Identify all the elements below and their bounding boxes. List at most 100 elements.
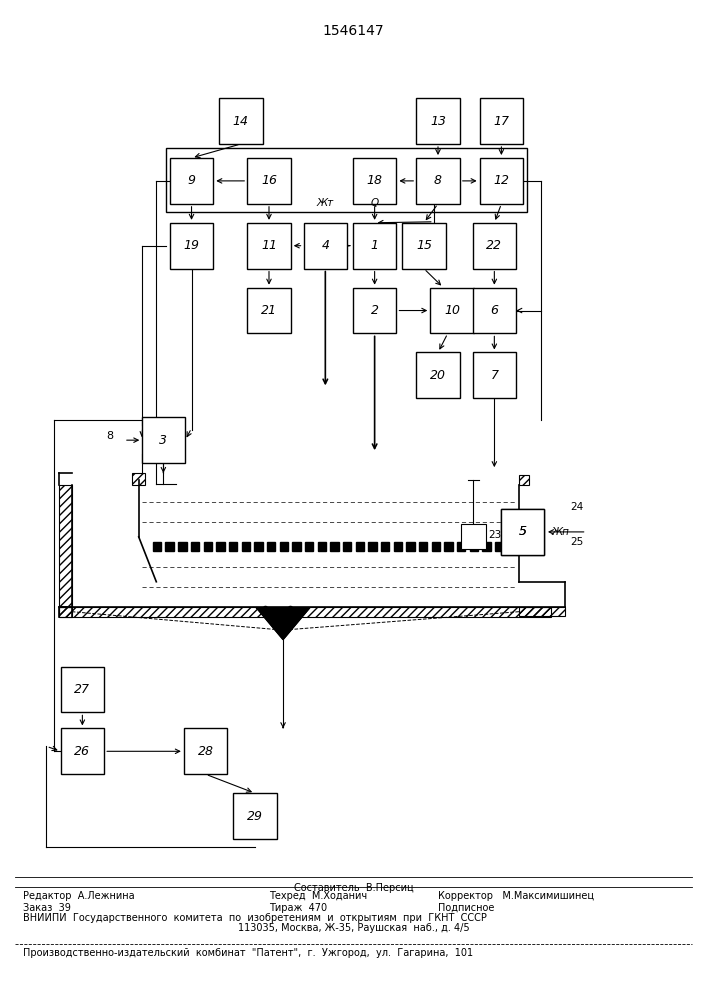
Text: 18: 18 (367, 174, 382, 187)
Bar (368, 542, 377, 551)
Text: Жп: Жп (551, 527, 569, 537)
Bar (416, 158, 460, 204)
Bar (170, 158, 214, 204)
Bar (132, 473, 145, 485)
Text: 1: 1 (370, 239, 379, 252)
Text: ВНИИПИ  Государственного  комитета  по  изобретениям  и  открытиям  при  ГКНТ  С: ВНИИПИ Государственного комитета по изоб… (23, 913, 486, 923)
Text: Тираж  470: Тираж 470 (269, 903, 327, 913)
Bar (229, 542, 238, 551)
Text: 24: 24 (571, 502, 584, 512)
Bar (170, 223, 214, 269)
Bar (303, 223, 347, 269)
Bar (279, 542, 288, 551)
Bar (472, 223, 516, 269)
Text: 20: 20 (430, 369, 446, 382)
Bar (61, 667, 104, 712)
Bar (469, 542, 478, 551)
Bar (394, 542, 402, 551)
Bar (519, 607, 565, 616)
Bar (61, 728, 104, 774)
Bar (431, 288, 474, 333)
Bar (432, 542, 440, 551)
Text: 9: 9 (187, 174, 196, 187)
Text: 10: 10 (444, 304, 460, 317)
Text: 12: 12 (493, 174, 509, 187)
Bar (416, 352, 460, 398)
Text: 29: 29 (247, 810, 263, 823)
Text: 13: 13 (430, 115, 446, 128)
Text: 1546147: 1546147 (322, 24, 385, 38)
Text: Производственно-издательский  комбинат  "Патент",  г.  Ужгород,  ул.  Гагарина, : Производственно-издательский комбинат "П… (23, 948, 473, 958)
Text: 2: 2 (370, 304, 379, 317)
Bar (247, 158, 291, 204)
Text: Редактор  А.Лежнина: Редактор А.Лежнина (23, 891, 134, 901)
Text: 26: 26 (74, 745, 90, 758)
Bar (219, 98, 263, 144)
Bar (216, 542, 225, 551)
Text: Жт: Жт (317, 198, 334, 208)
Bar (353, 223, 397, 269)
Text: Q: Q (370, 198, 379, 208)
Bar (479, 158, 523, 204)
Bar (153, 542, 161, 551)
Text: Подписное: Подписное (438, 903, 494, 913)
Text: 3: 3 (159, 434, 168, 447)
Bar (416, 98, 460, 144)
Text: 28: 28 (198, 745, 214, 758)
Bar (381, 542, 390, 551)
Bar (519, 475, 529, 485)
Text: 11: 11 (261, 239, 277, 252)
Text: 5: 5 (518, 525, 527, 538)
Bar (482, 542, 491, 551)
Bar (402, 223, 445, 269)
Bar (247, 288, 291, 333)
Bar (479, 98, 523, 144)
Bar (166, 148, 527, 212)
Text: 17: 17 (493, 115, 509, 128)
Bar (472, 288, 516, 333)
Bar (317, 542, 326, 551)
Bar (330, 542, 339, 551)
Bar (255, 542, 263, 551)
Bar (204, 542, 212, 551)
Bar (242, 542, 250, 551)
Text: 7: 7 (491, 369, 498, 382)
Bar (407, 542, 415, 551)
Text: 8: 8 (106, 431, 113, 441)
Text: 19: 19 (184, 239, 199, 252)
Bar (178, 542, 187, 551)
Bar (305, 542, 313, 551)
Bar (457, 542, 465, 551)
Text: Составитель  В.Персиц: Составитель В.Персиц (293, 883, 414, 893)
Polygon shape (257, 608, 310, 640)
Bar (165, 542, 174, 551)
Bar (419, 542, 428, 551)
Bar (184, 728, 228, 774)
Text: 6: 6 (491, 304, 498, 317)
Bar (141, 417, 185, 463)
Text: 113035, Москва, Ж-35, Раушская  наб., д. 4/5: 113035, Москва, Ж-35, Раушская наб., д. … (238, 923, 469, 933)
Bar (191, 542, 199, 551)
Bar (501, 509, 544, 555)
Text: 16: 16 (261, 174, 277, 187)
Bar (59, 607, 551, 617)
Text: 21: 21 (261, 304, 277, 317)
Text: 15: 15 (416, 239, 432, 252)
Bar (495, 542, 503, 551)
Bar (292, 542, 300, 551)
Bar (343, 542, 351, 551)
Bar (444, 542, 452, 551)
Bar (59, 607, 72, 617)
Text: Заказ  39: Заказ 39 (23, 903, 71, 913)
Bar (233, 793, 276, 839)
Bar (356, 542, 364, 551)
Bar (460, 524, 486, 549)
Bar (267, 542, 275, 551)
Text: 27: 27 (74, 683, 90, 696)
Bar (353, 288, 397, 333)
Text: 14: 14 (233, 115, 249, 128)
Text: 8: 8 (434, 174, 442, 187)
Bar (59, 485, 72, 607)
Text: 25: 25 (571, 537, 584, 547)
Bar (247, 223, 291, 269)
